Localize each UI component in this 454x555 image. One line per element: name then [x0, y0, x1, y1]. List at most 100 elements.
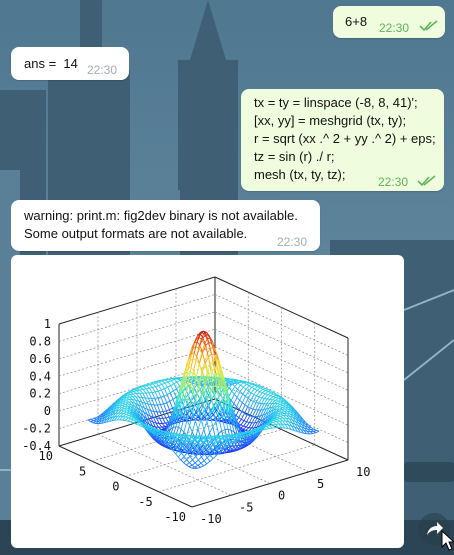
x-tick-label: -10	[164, 510, 186, 524]
mesh-line	[186, 464, 190, 468]
message-incoming[interactable]: warning: print.m: fig2dev binary is not …	[11, 200, 320, 251]
mesh-line	[226, 379, 230, 383]
mesh-line	[210, 368, 215, 372]
mesh-line	[241, 433, 245, 437]
mesh-line	[199, 451, 203, 454]
mesh-line	[198, 445, 203, 450]
mesh-line	[200, 419, 205, 430]
mesh-line	[195, 452, 200, 457]
mesh-line	[189, 462, 193, 466]
mesh-line	[170, 390, 174, 394]
mesh-line	[242, 393, 246, 397]
mesh-line	[218, 441, 223, 445]
mesh-line	[184, 445, 189, 450]
mesh-line	[196, 437, 200, 440]
mesh-line	[257, 403, 262, 411]
mesh-line	[197, 459, 202, 464]
mesh-line	[285, 420, 289, 426]
mesh-line	[231, 420, 235, 433]
mesh-line	[300, 429, 304, 434]
mesh-line	[243, 421, 248, 427]
mesh-line	[246, 383, 250, 387]
mesh-line	[215, 373, 221, 389]
mesh-line	[221, 429, 226, 432]
mesh-line	[265, 403, 270, 410]
mesh-line	[204, 370, 209, 380]
mesh-line	[195, 376, 200, 387]
code-line: mesh (tx, ty, tz);	[254, 167, 346, 182]
mesh-line	[191, 431, 196, 439]
mesh-line	[153, 404, 158, 413]
mesh-line	[179, 378, 184, 393]
mesh-line	[279, 420, 283, 425]
mesh-line	[187, 367, 192, 384]
mesh-line	[288, 424, 292, 430]
mesh-line	[139, 393, 143, 398]
mesh-line	[167, 444, 171, 448]
mesh-line	[170, 437, 175, 442]
mesh-line	[256, 430, 260, 433]
mesh-line	[189, 425, 193, 433]
mesh-line	[108, 417, 113, 422]
y-tick-label: 10	[356, 465, 370, 479]
mesh-line	[241, 411, 245, 414]
mesh-line	[239, 386, 244, 392]
message-outgoing[interactable]: 6+8 22:30	[333, 6, 445, 38]
mesh-line	[225, 445, 229, 450]
mesh-line	[158, 423, 163, 428]
mesh-line	[156, 432, 161, 436]
mesh-line	[152, 382, 157, 385]
mesh-line	[215, 417, 220, 423]
z-tick-label: 0.8	[29, 334, 51, 348]
mesh-line	[189, 391, 194, 407]
mesh-line	[241, 418, 245, 422]
mesh-line	[195, 385, 200, 400]
mesh-line	[185, 435, 189, 438]
mesh-line	[181, 391, 186, 399]
mesh-line	[242, 426, 247, 430]
mesh-line	[235, 434, 239, 437]
mesh-line	[214, 355, 218, 370]
mesh-line	[191, 462, 196, 466]
mesh-line	[228, 383, 233, 389]
mesh-line	[259, 391, 263, 394]
mesh-line	[154, 397, 158, 399]
mesh-line	[192, 448, 197, 454]
mesh-line	[191, 380, 196, 384]
x-tick-label: 10	[39, 449, 53, 463]
mesh-line	[193, 388, 198, 394]
mesh-line	[164, 381, 169, 384]
mesh-line	[158, 389, 162, 392]
mesh-line	[162, 439, 166, 443]
share-arrow-icon	[427, 522, 443, 535]
mesh-line	[177, 456, 182, 461]
mesh-line	[147, 403, 152, 411]
mesh-line	[230, 437, 234, 442]
mesh-line	[265, 407, 270, 415]
mesh-line	[212, 402, 217, 408]
mesh-line	[198, 373, 203, 387]
mesh-line	[262, 413, 267, 421]
mesh-line	[187, 382, 191, 387]
mouse-cursor-icon	[441, 530, 454, 551]
mesh-line	[213, 377, 218, 391]
mesh-line	[253, 401, 257, 404]
mesh-line	[202, 352, 206, 364]
mesh-line	[186, 462, 190, 466]
mesh-line	[213, 368, 218, 385]
z-tick-label: 0.2	[29, 387, 51, 401]
mesh-plot-image[interactable]: 1 0.8 0.6 0.4 0.2 0 -0.2 -0.4 10 5 0 -5 -10 -10 -5 0 5 10	[11, 255, 404, 548]
message-incoming[interactable]: ans = 14 22:30	[11, 47, 129, 80]
mesh-line	[155, 417, 160, 424]
mesh-line	[194, 408, 199, 422]
mesh-line	[254, 409, 259, 417]
mesh-line	[146, 418, 150, 425]
message-outgoing[interactable]: tx = ty = linspace (-8, 8, 41)'; [xx, yy…	[241, 89, 444, 191]
mesh-line	[203, 409, 208, 422]
message-time: 22:30	[379, 21, 410, 35]
mesh-line	[213, 451, 217, 457]
mesh-line	[242, 383, 247, 388]
mesh-line	[240, 443, 245, 448]
message-text: ans = 14	[24, 56, 78, 71]
